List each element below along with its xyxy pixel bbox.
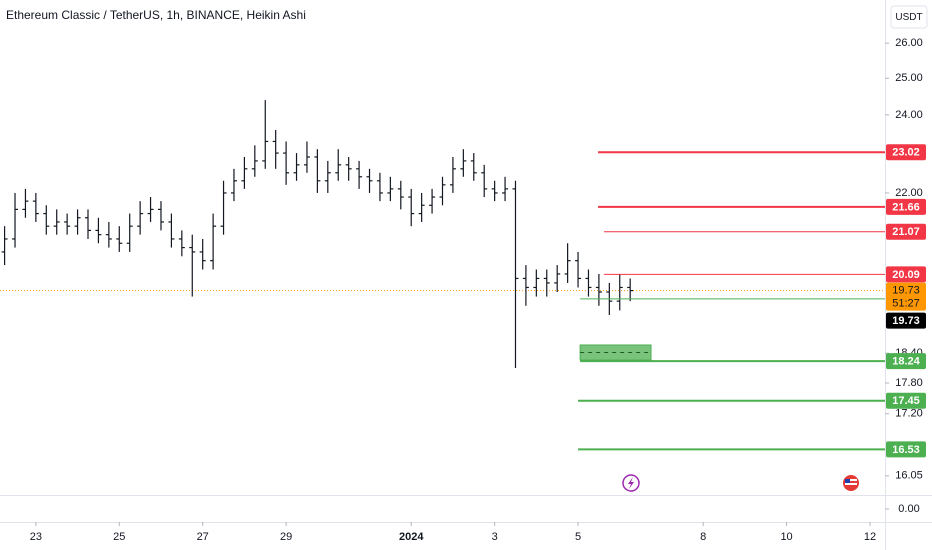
level-label-box (886, 144, 926, 161)
level-label: 21.07 (892, 226, 920, 238)
level-label: 16.53 (892, 444, 920, 456)
x-tick-label: 25 (113, 531, 125, 543)
x-tick-label: 5 (575, 531, 581, 543)
x-tick-label: 3 (492, 531, 498, 543)
y-tick-label: 24.00 (895, 109, 923, 121)
level-label-box (886, 198, 926, 215)
x-tick-label: 10 (780, 531, 792, 543)
chart-title: Ethereum Classic / TetherUS, 1h, BINANCE… (6, 8, 306, 22)
price-label: 19.73 (892, 315, 920, 327)
y-tick-label: 17.80 (895, 377, 923, 389)
currency-label: USDT (895, 12, 922, 23)
y-tick-label: 26.00 (895, 37, 923, 49)
level-label-box (886, 441, 926, 458)
last-price-label: 19.73 (892, 285, 920, 297)
pane2-tick-label: 0.00 (898, 503, 919, 515)
x-tick-label: 23 (30, 531, 42, 543)
level-label-box (886, 223, 926, 240)
events-icon[interactable] (843, 475, 859, 491)
y-tick-label: 16.05 (895, 470, 923, 482)
alert-icon[interactable] (622, 474, 640, 492)
price-label-box (886, 312, 926, 329)
countdown-label: 51:27 (892, 298, 920, 310)
level-label: 20.09 (892, 269, 920, 281)
y-tick-label: 17.20 (895, 408, 923, 420)
level-label-box (886, 266, 926, 283)
currency-box[interactable] (890, 5, 928, 29)
x-tick-label: 12 (864, 531, 876, 543)
level-label: 21.66 (892, 201, 920, 213)
y-tick-label: 25.00 (895, 72, 923, 84)
last-price-box (886, 282, 926, 311)
level-label: 23.02 (892, 147, 920, 159)
level-label: 18.24 (892, 355, 920, 367)
x-tick-label: 29 (280, 531, 292, 543)
level-label: 17.45 (892, 395, 920, 407)
level-label-box (886, 392, 926, 409)
x-tick-label: 27 (197, 531, 209, 543)
y-tick-label: 22.00 (895, 187, 923, 199)
x-tick-label: 8 (700, 531, 706, 543)
level-label-box (886, 353, 926, 370)
x-tick-label: 2024 (399, 531, 424, 543)
